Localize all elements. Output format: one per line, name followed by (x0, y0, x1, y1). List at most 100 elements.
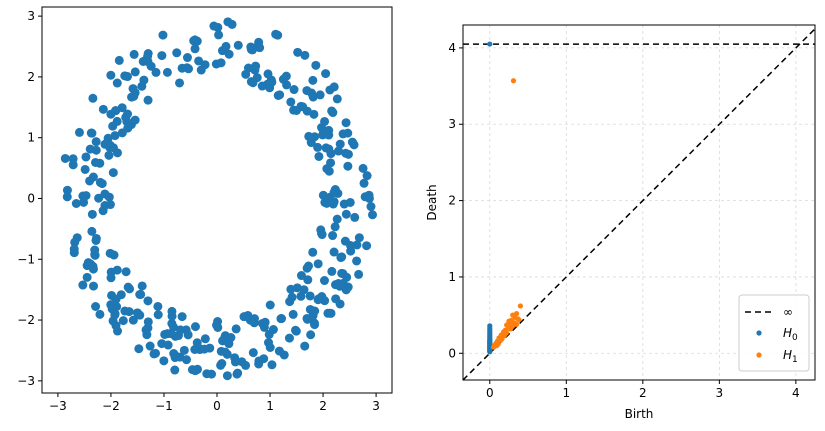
data-point (190, 322, 200, 332)
data-point (284, 333, 294, 343)
data-point (71, 198, 81, 208)
data-point (112, 265, 122, 275)
data-point (313, 142, 323, 152)
legend-h1-swatch (756, 352, 762, 358)
data-point (114, 55, 124, 65)
y-axis-ticks: −3 −2 −1 0 1 2 3 (17, 9, 42, 388)
data-point (273, 90, 283, 100)
data-point (118, 316, 128, 326)
data-point (182, 53, 192, 63)
data-point (345, 241, 355, 251)
data-point (130, 115, 140, 125)
data-point (223, 17, 233, 27)
data-point (81, 191, 91, 201)
data-point (209, 21, 219, 31)
data-point (169, 322, 179, 332)
data-point (111, 106, 121, 116)
data-point (354, 269, 364, 279)
data-point (360, 192, 370, 202)
data-point (310, 320, 320, 330)
data-point (94, 193, 104, 203)
data-point (341, 118, 351, 128)
data-point (366, 202, 376, 212)
point-h1 (509, 323, 515, 330)
point-h1 (513, 321, 520, 327)
data-point (224, 49, 234, 59)
data-point (259, 322, 269, 332)
data-point (88, 262, 98, 272)
data-point (308, 75, 318, 85)
data-point (143, 95, 153, 105)
data-point (230, 357, 240, 367)
data-point (354, 233, 364, 243)
x-axis-label: Birth (625, 407, 654, 421)
data-point (289, 85, 299, 95)
data-point (89, 281, 99, 291)
data-point (162, 67, 172, 77)
data-point (304, 131, 314, 141)
y-tick-label: 2 (27, 70, 35, 84)
data-point (91, 137, 101, 147)
data-point (248, 45, 258, 55)
y-tick-label: −3 (17, 374, 35, 388)
data-point (87, 226, 97, 236)
data-point (330, 222, 340, 232)
data-point (326, 158, 336, 168)
data-point (220, 347, 230, 357)
x-axis-ticks: −3 −2 −1 0 1 2 3 (49, 393, 380, 413)
y-tick-label: 4 (448, 41, 456, 55)
x-tick-label: 2 (319, 399, 327, 413)
point-cloud (60, 17, 377, 381)
data-point (78, 280, 88, 290)
data-point (288, 309, 298, 319)
data-point (85, 176, 95, 186)
data-point (337, 252, 347, 262)
data-point (85, 144, 95, 154)
data-point (181, 355, 191, 365)
data-point (320, 116, 330, 126)
data-point (296, 271, 306, 281)
data-point (158, 30, 168, 40)
data-point (267, 77, 277, 87)
data-point (313, 259, 323, 269)
data-point (60, 153, 70, 163)
data-point (80, 164, 90, 174)
data-point (88, 93, 98, 103)
data-point (343, 161, 353, 171)
data-point (305, 291, 315, 301)
data-point (265, 300, 275, 310)
data-point (134, 344, 144, 354)
data-point (327, 266, 337, 276)
data-point (190, 366, 200, 376)
point-h1 (510, 78, 517, 84)
data-point (300, 341, 310, 351)
data-point (123, 109, 133, 119)
point-h1 (503, 330, 509, 337)
data-point (112, 78, 122, 88)
data-point (196, 65, 206, 75)
y-tick-label: −2 (17, 313, 35, 327)
data-point (329, 247, 339, 257)
data-point (170, 331, 180, 341)
data-point (108, 143, 118, 153)
data-point (129, 49, 139, 59)
x-axis-ticks: 0 1 2 3 4 (486, 380, 800, 400)
data-point (190, 44, 200, 54)
y-tick-label: −1 (17, 252, 35, 266)
annulus-scatter-chart: −3 −2 −1 0 1 2 3 −3 −2 −1 0 1 2 3 (17, 6, 393, 413)
data-point (104, 150, 114, 160)
x-tick-label: 1 (266, 399, 274, 413)
data-point (328, 231, 338, 241)
data-point (341, 148, 351, 158)
data-point (177, 63, 187, 73)
data-point (79, 197, 89, 207)
data-point (82, 272, 92, 282)
data-point (332, 214, 342, 224)
data-point (128, 315, 138, 325)
data-point (123, 123, 133, 133)
data-point (328, 199, 338, 209)
data-point (274, 346, 284, 356)
data-point (170, 365, 180, 375)
axes-frame (462, 24, 816, 381)
x-tick-label: 4 (792, 386, 800, 400)
